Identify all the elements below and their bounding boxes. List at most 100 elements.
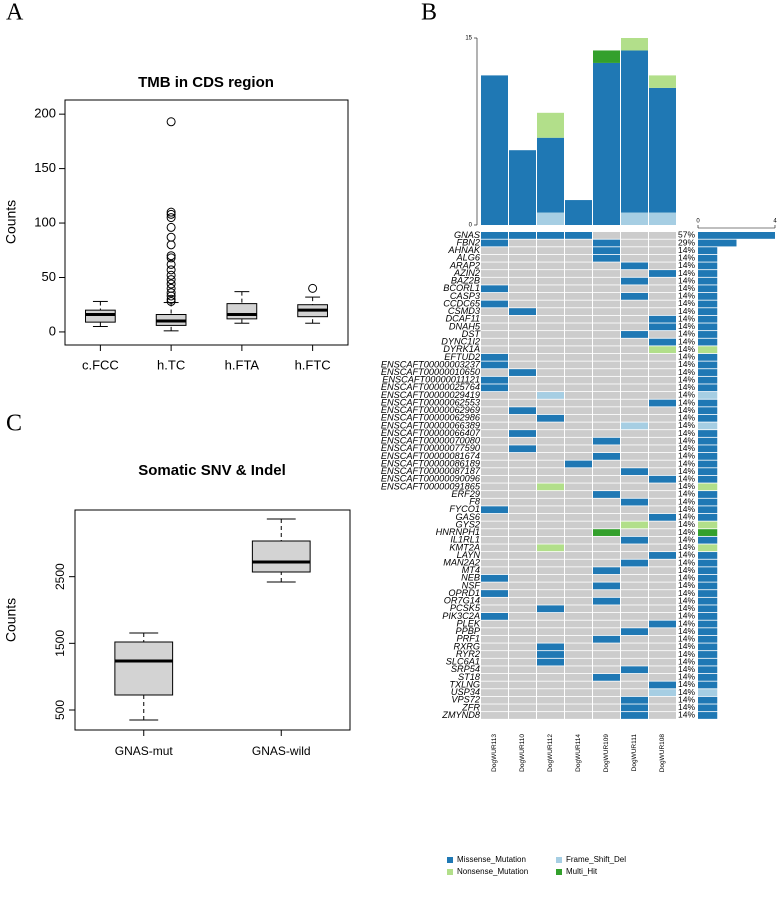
empty-cell [649, 232, 676, 239]
mutation-cell [593, 635, 620, 643]
empty-cell [593, 285, 620, 293]
empty-cell [593, 544, 620, 552]
mutation-cell [481, 574, 508, 582]
empty-cell [537, 613, 564, 620]
empty-cell [509, 254, 536, 262]
empty-cell [621, 475, 648, 483]
empty-cell [509, 628, 536, 636]
empty-cell [649, 635, 676, 643]
gene-bar [698, 628, 718, 636]
mutation-cell [649, 475, 676, 483]
empty-cell [537, 445, 564, 453]
gene-label: DYRK1A [443, 344, 480, 354]
empty-cell [481, 422, 508, 430]
mutation-cell [593, 582, 620, 590]
empty-cell [509, 346, 536, 354]
empty-cell [481, 247, 508, 255]
gene-bar [698, 590, 718, 597]
gene-label: ENSCAFT00000062969 [381, 405, 480, 415]
mutation-cell [649, 689, 676, 696]
empty-cell [621, 635, 648, 643]
mutation-cell [593, 673, 620, 681]
empty-cell [537, 597, 564, 605]
empty-cell [481, 567, 508, 575]
empty-cell [565, 491, 592, 498]
percent-label: 14% [678, 344, 695, 354]
empty-cell [649, 353, 676, 361]
empty-cell [565, 285, 592, 293]
mutation-cell [621, 262, 648, 270]
empty-cell [537, 430, 564, 437]
empty-cell [537, 529, 564, 536]
empty-cell [565, 262, 592, 270]
gene-label: IL1RL1 [450, 535, 480, 545]
outlier [166, 294, 176, 304]
empty-cell [537, 338, 564, 346]
y-tick-label: 2500 [53, 563, 67, 590]
gene-bar [698, 529, 718, 536]
empty-cell [593, 392, 620, 399]
y-tick-label: 0 [49, 323, 56, 338]
gene-bar [698, 475, 718, 483]
box [114, 641, 174, 696]
sample-bar [509, 150, 536, 225]
plot-frame [64, 99, 349, 346]
empty-cell [593, 506, 620, 514]
outlier [166, 259, 176, 269]
empty-cell [481, 338, 508, 346]
empty-cell [509, 620, 536, 628]
empty-cell [649, 590, 676, 597]
percent-label: 14% [678, 397, 695, 407]
empty-cell [565, 392, 592, 399]
gene-label: F8 [469, 497, 481, 507]
empty-cell [537, 407, 564, 415]
empty-cell [621, 452, 648, 460]
percent-label: 14% [678, 489, 695, 499]
empty-cell [649, 361, 676, 369]
empty-cell [593, 536, 620, 544]
empty-cell [481, 643, 508, 651]
percent-label: 14% [678, 451, 695, 461]
empty-cell [565, 529, 592, 536]
empty-cell [481, 430, 508, 437]
mutation-cell [481, 285, 508, 293]
gene-label: ENSCAFT00000086189 [381, 458, 480, 468]
empty-cell [481, 483, 508, 491]
empty-cell [537, 536, 564, 544]
empty-cell [649, 597, 676, 605]
x-tick-label: h.FTA [225, 357, 260, 372]
empty-cell [537, 689, 564, 696]
gene-bar [698, 483, 718, 491]
empty-cell [481, 712, 508, 719]
percent-label: 14% [678, 321, 695, 331]
gene-label: PPBP [455, 626, 480, 636]
empty-cell [593, 422, 620, 430]
sample-label: DogWUR110 [519, 734, 526, 772]
empty-cell [509, 689, 536, 696]
empty-cell [593, 574, 620, 582]
mutation-cell [593, 597, 620, 605]
empty-cell [593, 696, 620, 704]
empty-cell [649, 254, 676, 262]
gene-bar [698, 262, 718, 270]
empty-cell [509, 460, 536, 468]
empty-cell [621, 590, 648, 597]
empty-cell [481, 620, 508, 628]
empty-cell [481, 582, 508, 590]
mutation-cell [593, 247, 620, 255]
sample-bar [621, 212, 648, 225]
percent-label: 14% [678, 519, 695, 529]
mutation-cell [537, 544, 564, 552]
outlier [166, 291, 176, 301]
percent-label: 14% [678, 656, 695, 666]
empty-cell [565, 620, 592, 628]
percent-label: 14% [678, 611, 695, 621]
empty-cell [593, 346, 620, 354]
empty-cell [565, 536, 592, 544]
empty-cell [593, 590, 620, 597]
empty-cell [509, 658, 536, 666]
sample-label: DogWUR113 [491, 734, 498, 772]
empty-cell [537, 574, 564, 582]
percent-label: 14% [678, 291, 695, 301]
empty-cell [565, 315, 592, 323]
